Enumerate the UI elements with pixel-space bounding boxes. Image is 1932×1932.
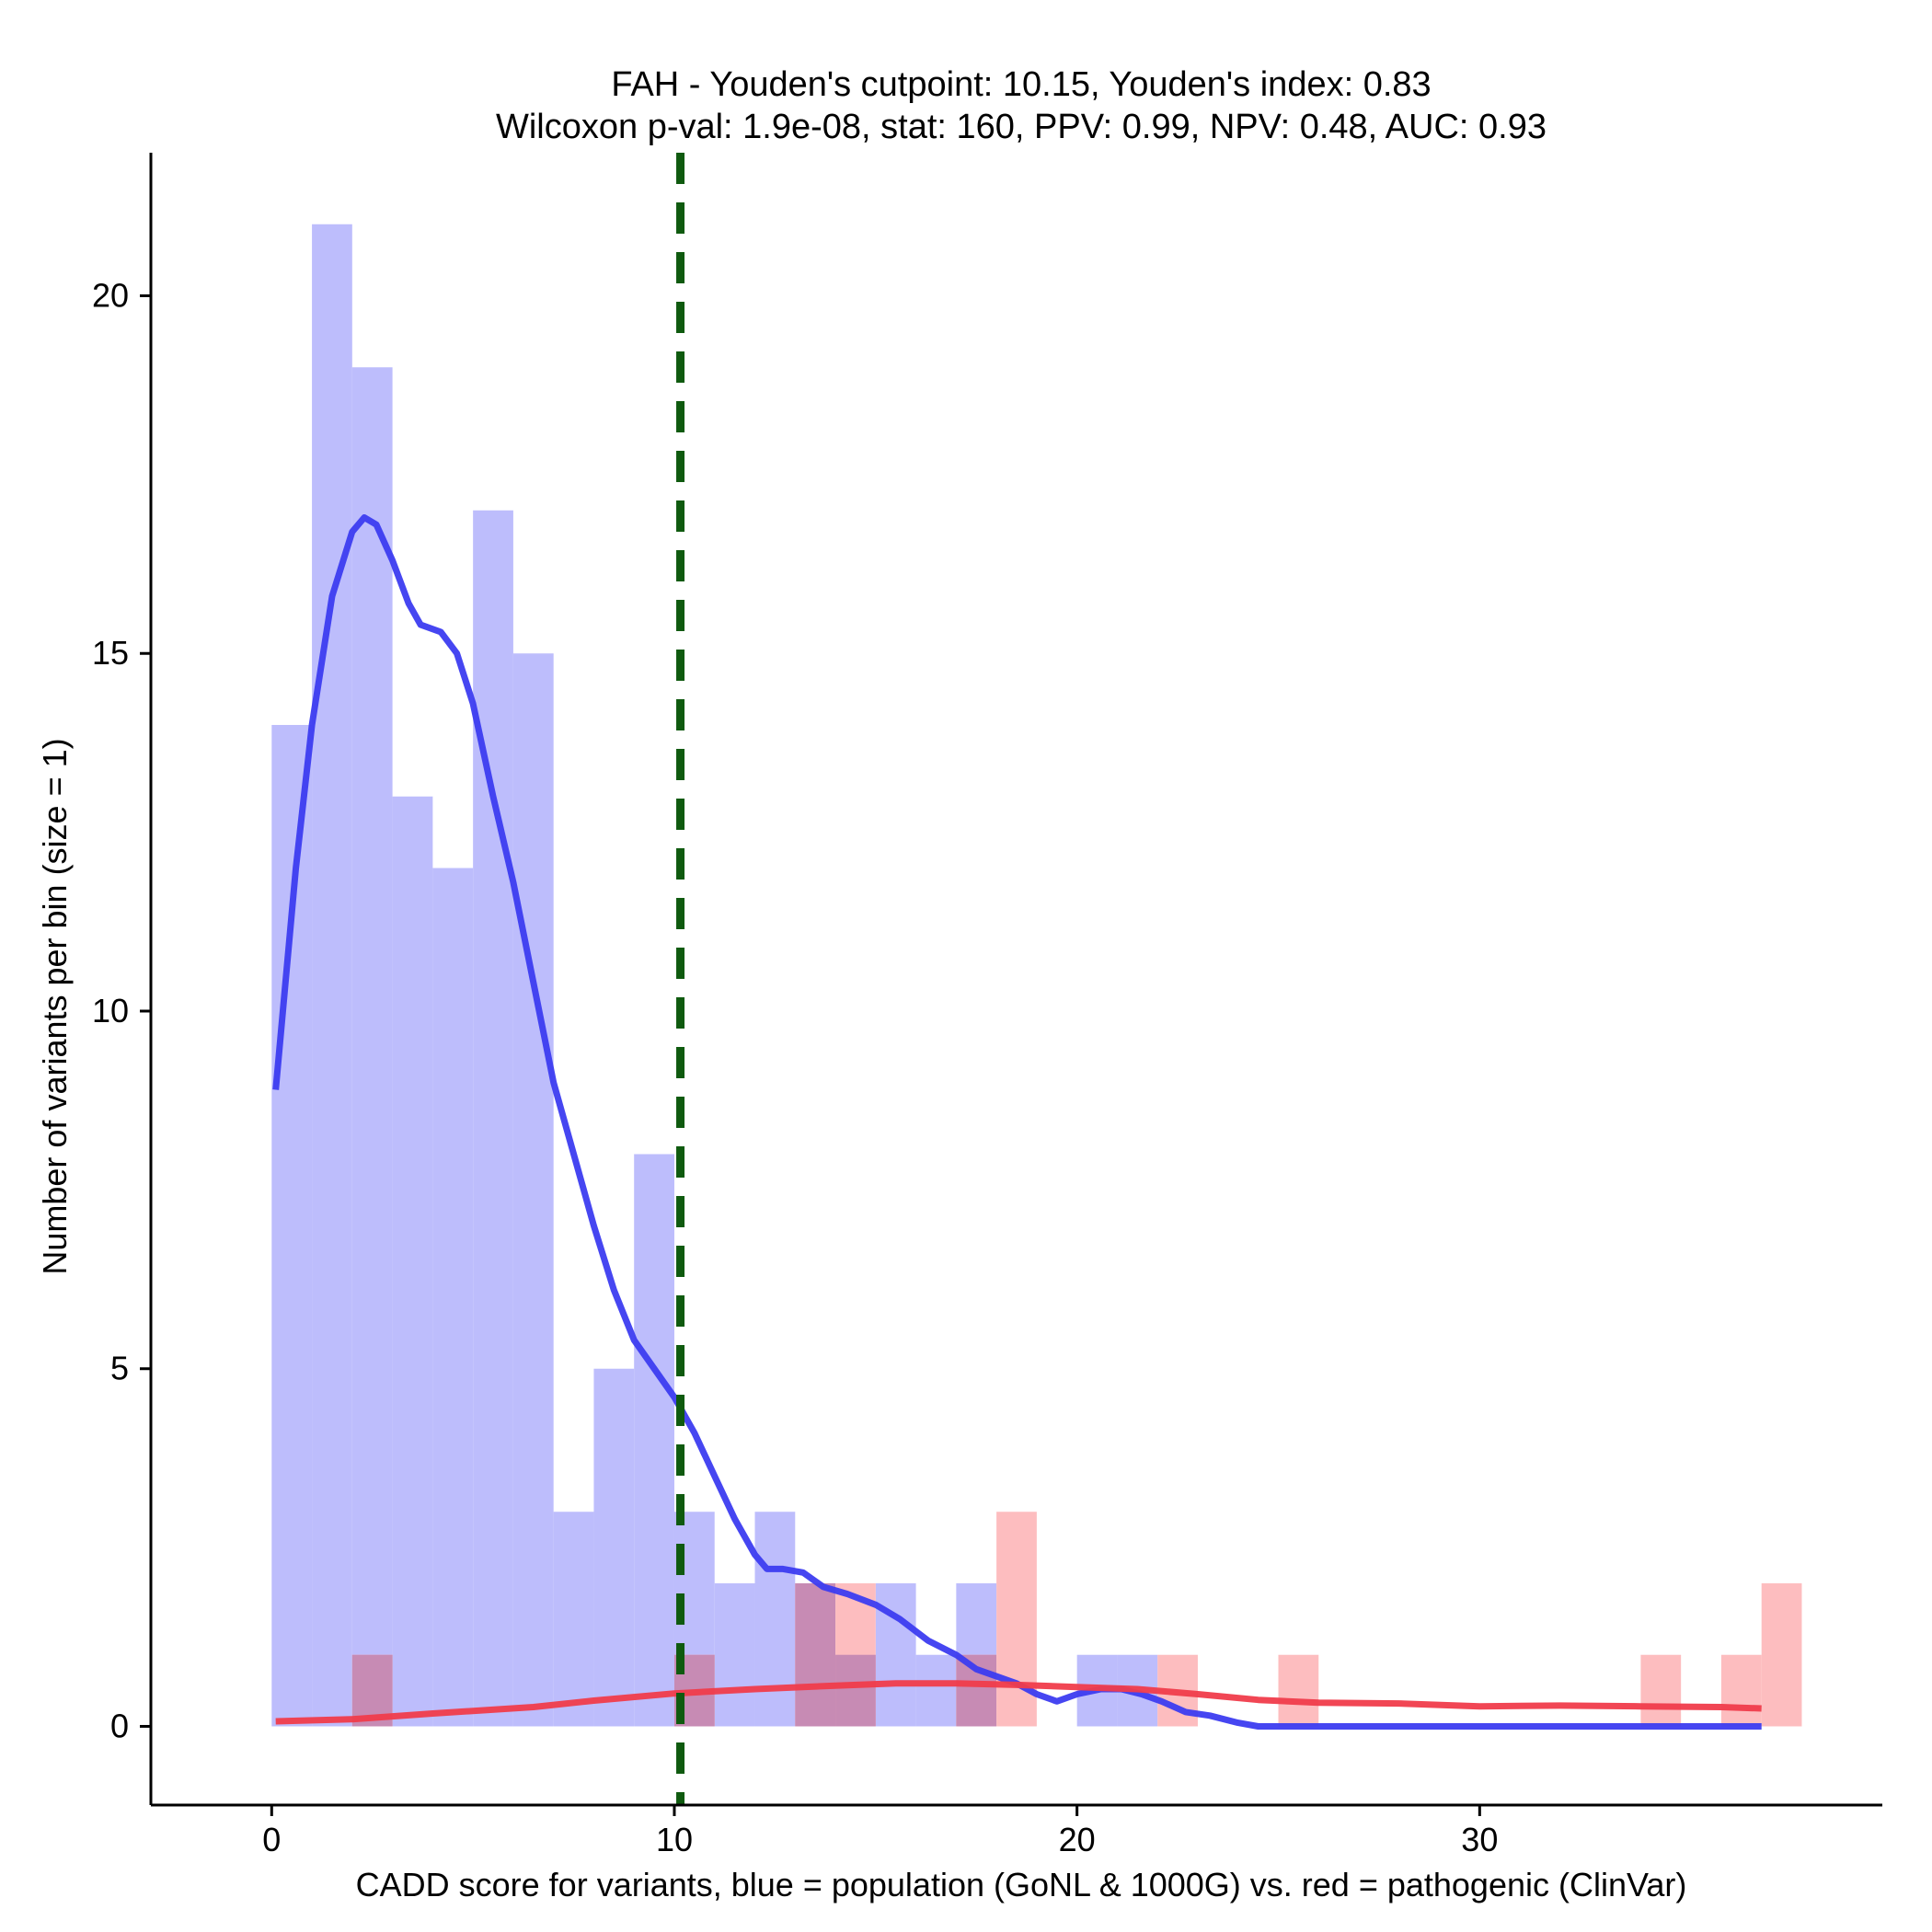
y-tick-label-10: 10 bbox=[92, 992, 129, 1029]
y-tick-label-20: 20 bbox=[92, 276, 129, 314]
axes bbox=[149, 153, 1882, 1807]
population-bar-3 bbox=[392, 796, 433, 1727]
population-bar-1 bbox=[312, 224, 352, 1727]
histogram-bars bbox=[271, 224, 1802, 1727]
x-tick-label-20: 20 bbox=[1059, 1821, 1096, 1858]
y-tick-label-5: 5 bbox=[110, 1350, 129, 1387]
y-axis-label: Number of variants per bin (size = 1) bbox=[36, 738, 74, 1274]
y-tick-label-0: 0 bbox=[110, 1707, 129, 1744]
population-bar-2 bbox=[351, 367, 393, 1727]
chart-title-line-1: FAH - Youden's cutpoint: 10.15, Youden's… bbox=[611, 65, 1431, 104]
population-bar-5 bbox=[473, 510, 513, 1727]
overlap-bar-13 bbox=[795, 1582, 836, 1727]
x-axis-ticks: 0 10 20 30 bbox=[262, 1805, 1498, 1858]
pathogenic-bar-37 bbox=[1761, 1582, 1802, 1727]
density-lines bbox=[272, 514, 1762, 1730]
y-tick-label-15: 15 bbox=[92, 634, 129, 672]
y-axis-ticks: 0 5 10 15 20 bbox=[92, 276, 151, 1744]
x-tick-label-30: 30 bbox=[1461, 1821, 1498, 1858]
x-axis-label: CADD score for variants, blue = populati… bbox=[356, 1866, 1687, 1903]
population-bar-12 bbox=[754, 1512, 796, 1727]
population-bar-11 bbox=[714, 1582, 755, 1727]
overlap-bar-14 bbox=[835, 1654, 876, 1727]
population-density-line bbox=[272, 514, 1762, 1730]
population-bar-0 bbox=[271, 724, 313, 1727]
pathogenic-bar-36 bbox=[1720, 1654, 1762, 1727]
pathogenic-density-line bbox=[275, 1680, 1762, 1725]
population-bar-9 bbox=[634, 1154, 674, 1727]
population-bar-6 bbox=[512, 653, 554, 1727]
population-bar-16 bbox=[915, 1654, 957, 1727]
x-tick-label-10: 10 bbox=[656, 1821, 693, 1858]
chart-title-line-2: Wilcoxon p-val: 1.9e-08, stat: 160, PPV:… bbox=[496, 108, 1547, 146]
population-bar-7 bbox=[553, 1512, 594, 1727]
population-bar-4 bbox=[432, 868, 474, 1727]
pathogenic-bar-25 bbox=[1278, 1654, 1319, 1727]
population-bar-8 bbox=[593, 1368, 635, 1727]
pathogenic-bar-34 bbox=[1640, 1654, 1682, 1727]
x-tick-label-0: 0 bbox=[262, 1821, 281, 1858]
